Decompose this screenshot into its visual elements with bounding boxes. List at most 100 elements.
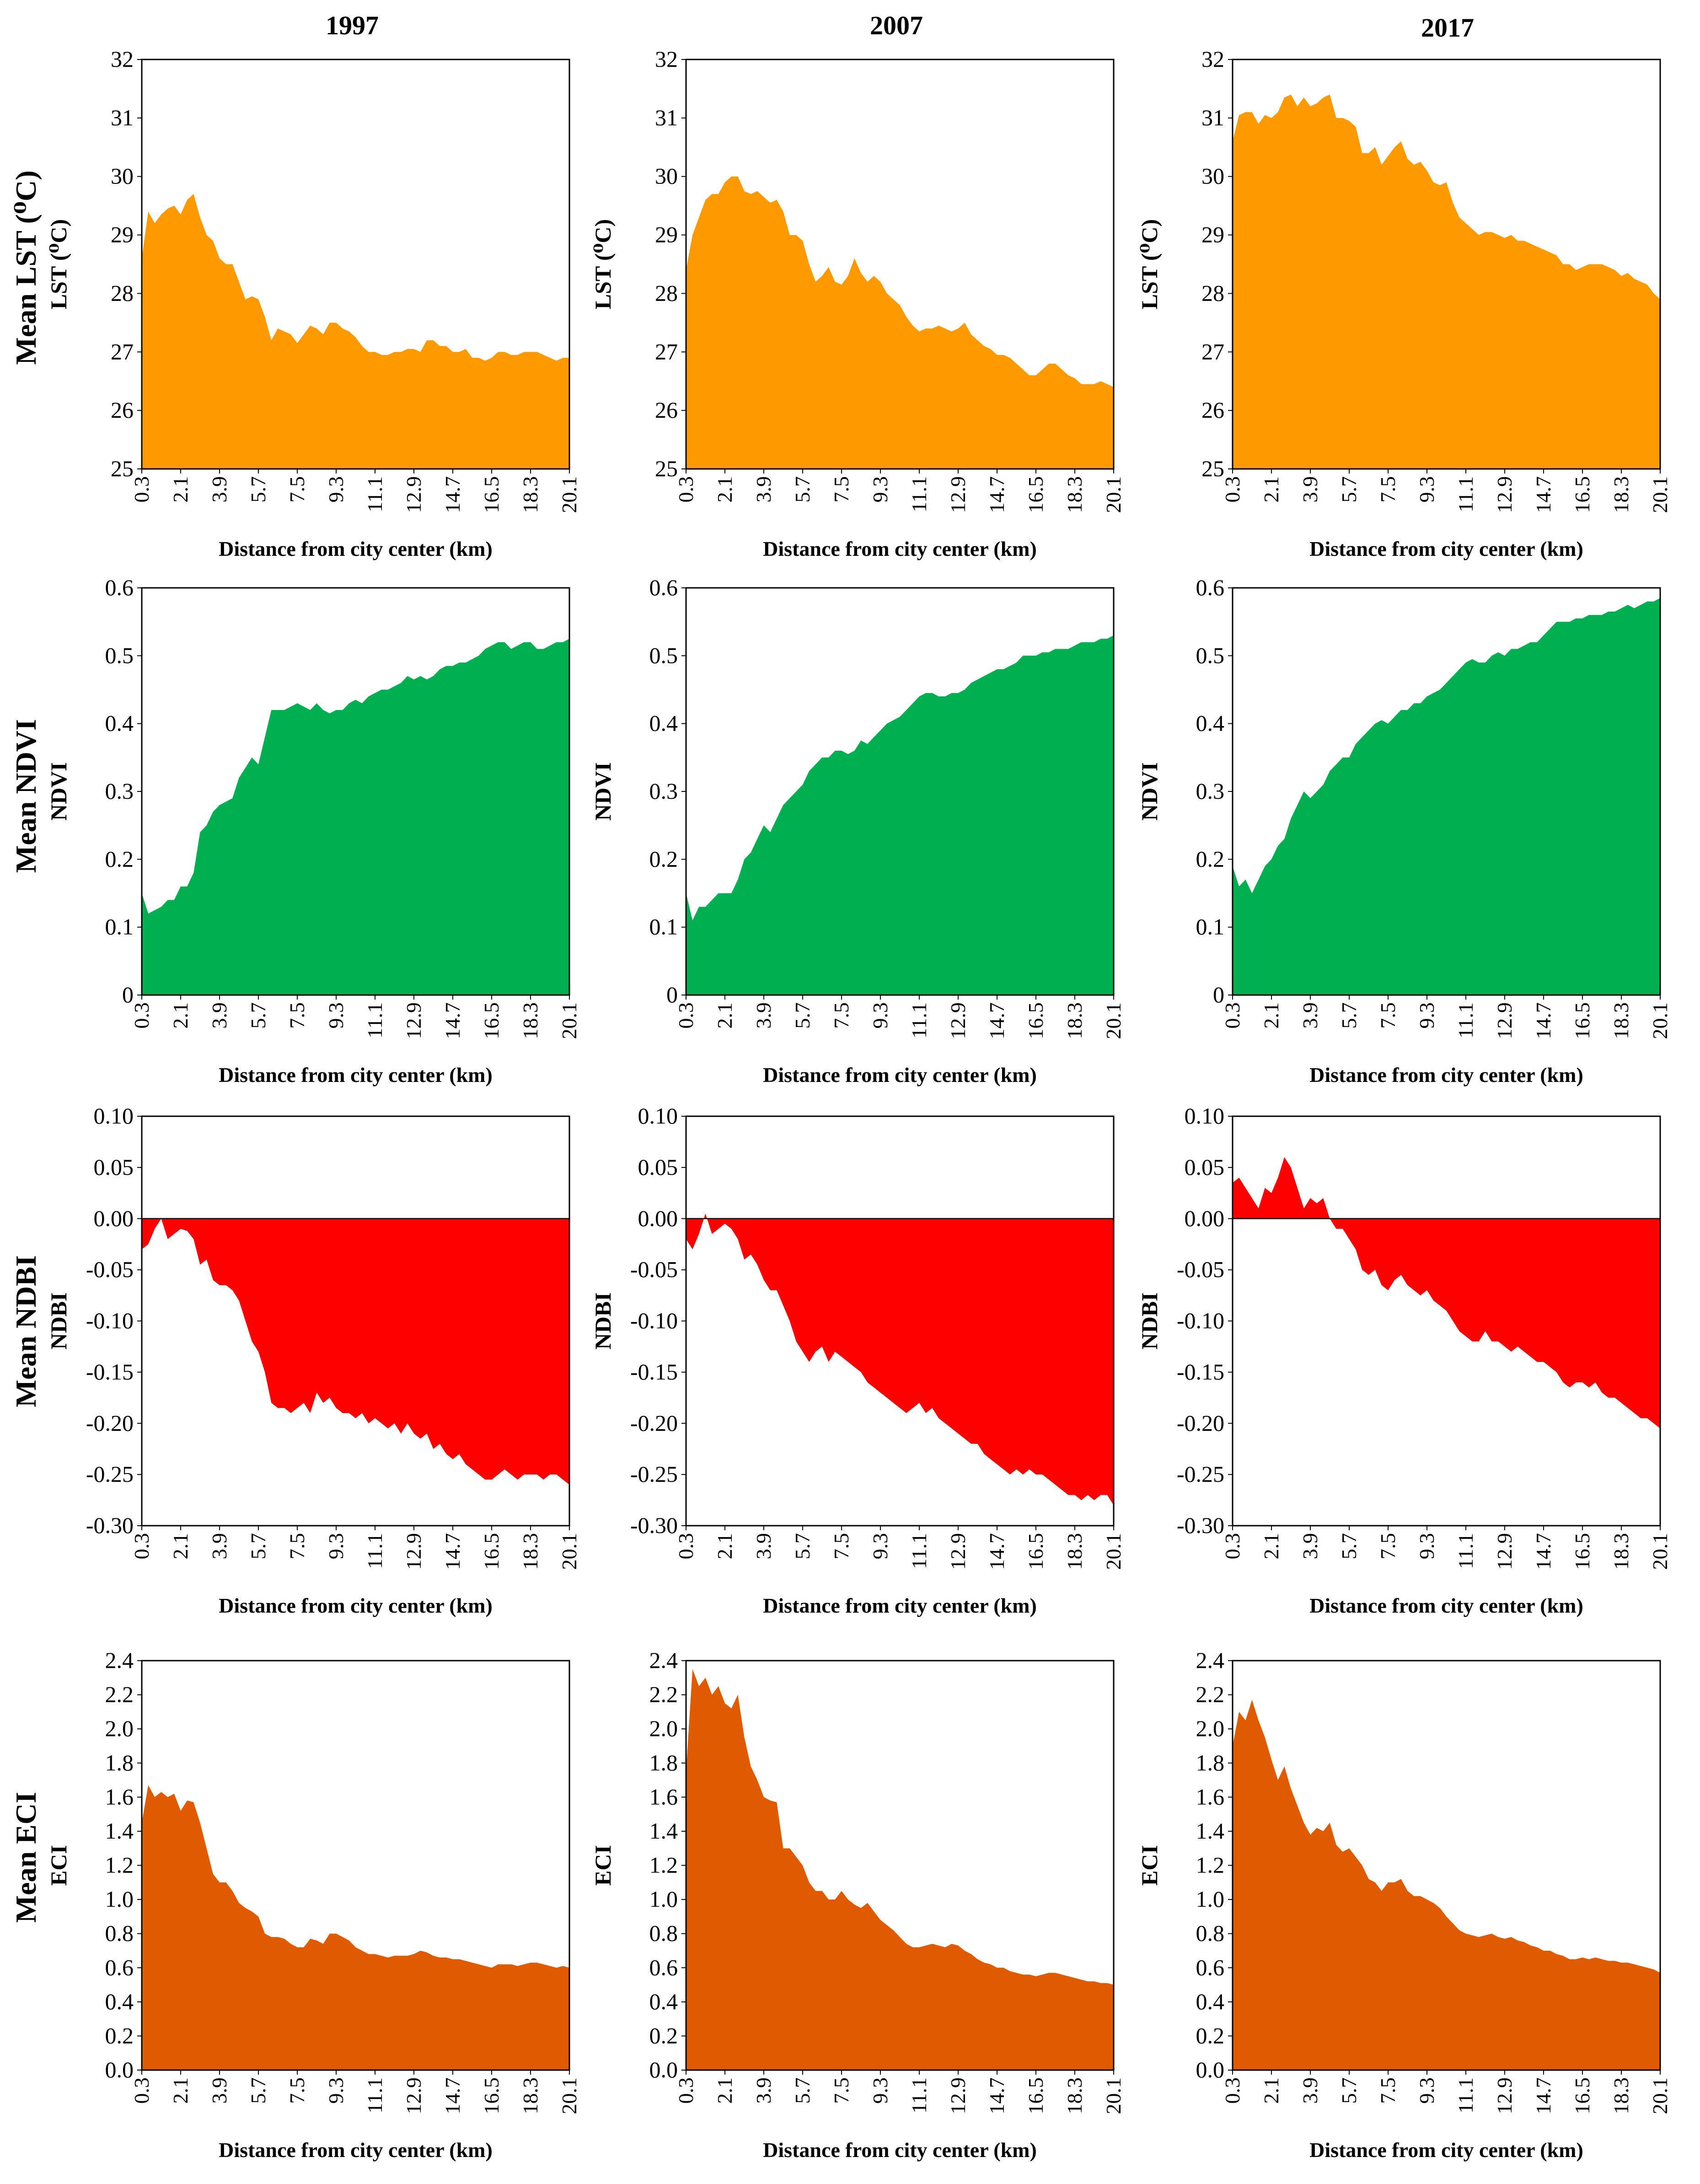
y-tick-label: -0.15: [630, 1359, 678, 1384]
area-series: [1233, 1700, 1660, 2070]
area-series: [142, 1785, 569, 2070]
x-axis-label: Distance from city center (km): [763, 537, 1037, 560]
chart-eci-1997: 0.0 0.2 0.4 0.6 0.8 1.0 1.2 1.4 1.6 1.8 2.0 2.2 2.4 0…: [46, 1647, 581, 2162]
x-tick-label: 3.9: [1298, 476, 1322, 503]
y-tick-label: 30: [111, 163, 134, 189]
x-tick-label: 7.5: [830, 1002, 853, 1029]
x-tick-label: 14.7: [1532, 1002, 1555, 1039]
x-tick-label: 20.1: [558, 1533, 581, 1570]
x-tick-label: 0.3: [674, 476, 697, 503]
x-tick-label: 16.5: [480, 1533, 503, 1570]
y-tick-label: 0.2: [105, 846, 134, 871]
y-tick-label: 0.5: [649, 642, 678, 668]
y-tick-label: -0.10: [630, 1308, 678, 1334]
x-tick-label: 7.5: [1376, 1002, 1400, 1029]
x-tick-label: 20.1: [1102, 1002, 1125, 1039]
x-axis-label: Distance from city center (km): [219, 537, 493, 560]
x-tick-label: 14.7: [985, 2077, 1008, 2114]
y-tick-label: 32: [1201, 46, 1224, 72]
x-tick-label: 7.5: [830, 2077, 853, 2104]
x-tick-label: 11.1: [363, 1533, 386, 1569]
x-tick-label: 9.3: [324, 1533, 348, 1560]
x-tick-label: 14.7: [1532, 476, 1555, 513]
x-tick-label: 18.3: [1063, 476, 1086, 513]
x-tick-label: 12.9: [1493, 2077, 1516, 2114]
y-tick-label: 29: [1201, 222, 1224, 247]
x-tick-label: 18.3: [1609, 1002, 1633, 1039]
y-tick-label: -0.05: [1177, 1257, 1224, 1282]
x-tick-label: 14.7: [985, 1533, 1008, 1570]
x-tick-label: 7.5: [285, 2077, 309, 2104]
y-tick-label: 0.3: [1196, 778, 1225, 804]
y-tick-label: -0.25: [86, 1461, 134, 1487]
y-tick-label: 29: [111, 222, 134, 247]
y-tick-label: 0.6: [1196, 1954, 1225, 1980]
x-tick-label: 7.5: [1376, 1533, 1400, 1560]
x-tick-label: 9.3: [324, 1002, 348, 1029]
y-tick-label: 1.2: [1196, 1852, 1225, 1878]
y-tick-label: 0.05: [638, 1154, 678, 1180]
y-axis-label: LST (⁰C): [46, 219, 71, 309]
x-tick-label: 2.1: [713, 476, 736, 503]
y-tick-label: 31: [111, 105, 134, 130]
x-tick-label: 7.5: [1376, 2077, 1400, 2104]
y-tick-label: 0.4: [105, 1989, 134, 2014]
x-tick-label: 18.3: [1609, 1533, 1633, 1570]
y-tick-label: -0.30: [1177, 1512, 1224, 1538]
y-tick-label: 0.00: [94, 1205, 134, 1231]
area-series: [686, 635, 1114, 995]
x-tick-label: 20.1: [1102, 2077, 1125, 2114]
y-tick-label: 0.0: [649, 2057, 678, 2082]
y-tick-label: 28: [655, 280, 678, 306]
x-tick-label: 16.5: [1024, 1002, 1047, 1039]
x-tick-label: 16.5: [480, 2077, 503, 2114]
y-tick-label: -0.10: [86, 1308, 134, 1334]
x-tick-label: 11.1: [907, 476, 931, 512]
y-tick-label: 2.4: [649, 1647, 678, 1673]
x-tick-label: 16.5: [1024, 2077, 1047, 2114]
y-tick-label: 1.0: [105, 1886, 134, 1912]
y-tick-label: 0.1: [105, 914, 134, 940]
x-tick-label: 20.1: [1648, 1533, 1672, 1570]
y-tick-label: 2.0: [1196, 1716, 1225, 1741]
y-tick-label: 1.4: [105, 1818, 134, 1844]
y-tick-label: 0.2: [105, 2023, 134, 2048]
x-tick-label: 0.3: [674, 1002, 697, 1029]
x-tick-label: 2.1: [713, 1533, 736, 1560]
y-tick-label: 0.8: [1196, 1920, 1225, 1946]
x-tick-label: 2.1: [1260, 1533, 1283, 1560]
chart-ndbi-2017: -0.30 -0.25 -0.20 -0.15 -0.10 -0.05 0.00 0.05 0.…: [1137, 1103, 1672, 1617]
x-tick-label: 2.1: [1260, 476, 1283, 503]
y-tick-label: 25: [655, 456, 678, 481]
x-tick-label: 20.1: [558, 1002, 581, 1039]
x-tick-label: 3.9: [752, 1533, 775, 1560]
x-tick-label: 18.3: [1063, 2077, 1086, 2114]
chart-lst-1997: 25 26 27 28 29 30 31 32 0.3 2.1 3.9 5.7 7.5 9.3 11.1 12…: [46, 46, 581, 560]
y-tick-label: 0.05: [94, 1154, 134, 1180]
row-label-ndbi: Mean NDBI: [10, 1255, 42, 1407]
y-tick-label: 1.8: [649, 1750, 678, 1775]
x-tick-label: 11.1: [907, 2077, 931, 2114]
y-tick-label: 27: [111, 339, 134, 364]
y-tick-label: 0.2: [1196, 846, 1225, 871]
x-tick-label: 14.7: [441, 1002, 464, 1039]
x-tick-label: 16.5: [1571, 476, 1594, 513]
x-tick-label: 18.3: [1063, 1002, 1086, 1039]
row-label-eci: Mean ECI: [10, 1792, 42, 1923]
x-tick-label: 2.1: [169, 1002, 192, 1029]
x-tick-label: 20.1: [1648, 2077, 1672, 2114]
y-tick-label: 0.5: [105, 642, 134, 668]
y-tick-label: 0.4: [105, 710, 134, 736]
y-axis-label: NDBI: [590, 1292, 616, 1350]
y-tick-label: 32: [111, 46, 134, 72]
x-tick-label: 16.5: [1571, 1533, 1594, 1570]
x-tick-label: 9.3: [869, 476, 892, 503]
x-tick-label: 7.5: [1376, 476, 1400, 503]
x-tick-label: 9.3: [1415, 1533, 1438, 1560]
chart-lst-2007: 25 26 27 28 29 30 31 32 0.3 2.1 3.9 5.7 7.5 9.3 11.1 12…: [590, 46, 1125, 560]
x-tick-label: 0.3: [130, 2077, 153, 2104]
x-axis-label: Distance from city center (km): [1309, 2138, 1583, 2162]
x-tick-label: 5.7: [1337, 2077, 1361, 2104]
x-tick-label: 12.9: [402, 1533, 425, 1570]
x-tick-label: 2.1: [169, 476, 192, 503]
